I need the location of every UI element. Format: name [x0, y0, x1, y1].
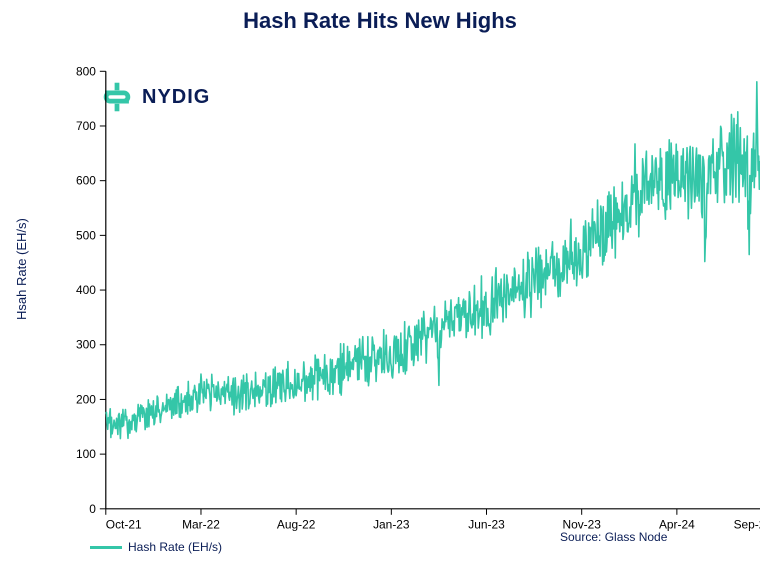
svg-text:Aug-22: Aug-22 [277, 518, 316, 532]
legend-swatch [90, 546, 122, 549]
legend: Hash Rate (EH/s) [90, 540, 222, 554]
svg-text:300: 300 [76, 338, 96, 352]
svg-text:100: 100 [76, 447, 96, 461]
svg-text:Sep-24: Sep-24 [734, 518, 760, 532]
svg-text:600: 600 [76, 174, 96, 188]
svg-text:Jun-23: Jun-23 [468, 518, 505, 532]
svg-text:Jan-23: Jan-23 [373, 518, 410, 532]
svg-text:0: 0 [89, 502, 96, 516]
svg-text:Oct-21: Oct-21 [106, 518, 142, 532]
source-text: Source: Glass Node [560, 530, 667, 544]
svg-text:Mar-22: Mar-22 [182, 518, 220, 532]
svg-text:200: 200 [76, 392, 96, 406]
svg-text:800: 800 [76, 64, 96, 78]
svg-text:500: 500 [76, 228, 96, 242]
chart-title: Hash Rate Hits New Highs [0, 8, 760, 34]
plot-area: 0100200300400500600700800Oct-21Mar-22Aug… [70, 60, 740, 500]
legend-label: Hash Rate (EH/s) [128, 540, 222, 554]
y-axis-label: Hsah Rate (EH/s) [14, 218, 29, 320]
svg-text:400: 400 [76, 283, 96, 297]
svg-text:700: 700 [76, 119, 96, 133]
chart-container: { "title": "Hash Rate Hits New Highs", "… [0, 0, 760, 576]
chart-svg: 0 100 200 300 400 500 600 700 800 Oct-21 Mar-22 Aug… [70, 60, 760, 540]
